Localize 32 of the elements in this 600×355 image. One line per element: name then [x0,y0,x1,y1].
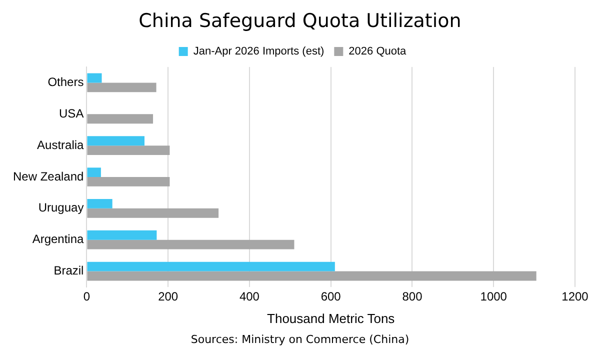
y-tick-label: Brazil [54,264,84,278]
chart-title: China Safeguard Quota Utilization [138,10,462,34]
y-tick-label: USA [59,106,84,120]
legend-label: Jan-Apr 2026 Imports (est) [193,46,324,58]
bar [87,82,156,92]
y-tick-label: New Zealand [12,169,84,184]
bar [87,177,170,186]
bar [87,136,144,146]
x-tick-label: 1000 [480,290,508,304]
bar [87,240,294,250]
source-note: Sources: Ministry on Commerce (China) [190,333,410,346]
y-tick-label: Argentina [32,232,84,246]
y-tick-label: Australia [37,138,84,152]
bar [87,230,157,240]
y-tick-label: Uruguay [38,200,84,215]
bar [87,271,536,281]
x-tick-label: 1200 [562,290,589,304]
x-tick-label: 0 [83,290,90,304]
y-tick-label: Others [48,75,84,90]
bar [87,146,170,155]
bar [87,199,112,208]
bar [87,262,335,272]
x-tick-label: 400 [239,290,260,304]
legend-label: 2026 Quota [348,46,408,58]
x-axis-title: Thousand Metric Tons [267,310,396,326]
bar [87,114,154,124]
bar [87,168,101,177]
bar [87,208,219,218]
x-tick-label: 200 [158,290,178,304]
bar [87,73,102,83]
x-tick-label: 800 [402,290,423,304]
x-tick-label: 600 [320,290,342,304]
